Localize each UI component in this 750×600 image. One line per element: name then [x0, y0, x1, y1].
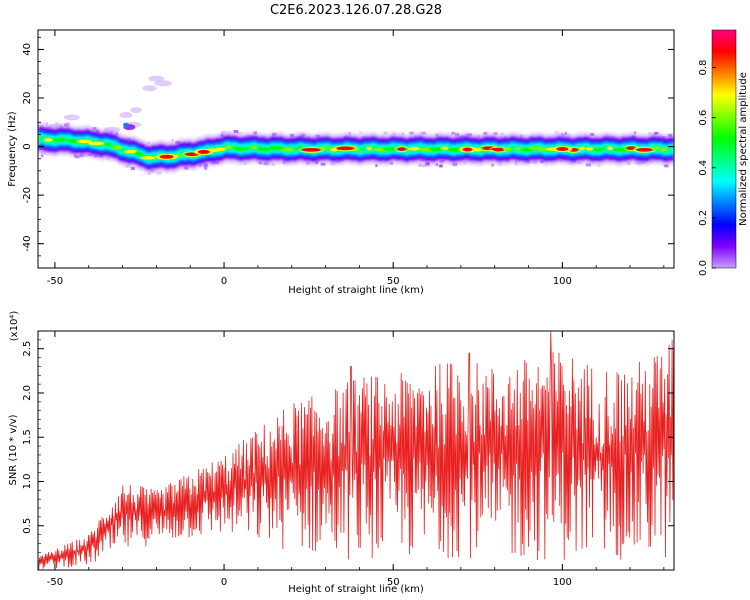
- spectrogram-xtick-label: 0: [221, 276, 227, 287]
- snr-xlabel: Height of straight line (km): [288, 584, 424, 595]
- colorbar-gradient: [711, 29, 737, 269]
- snr-xtick-label: 100: [553, 577, 572, 588]
- colorbar-tick-label: 0.2: [698, 210, 709, 226]
- colorbar-tick-label: 0.0: [698, 260, 709, 276]
- colorbar: 0.0 0.2 0.4 0.6 0.8 Normalized spectral ampl…: [698, 29, 749, 276]
- snr-series-line: [38, 331, 674, 570]
- figure-title: C2E6.2023.126.07.28.G28: [270, 3, 442, 18]
- spectrogram-xlabel: Height of straight line (km): [288, 285, 424, 296]
- snr-panel: -50 0 50 100 0.5 1.0 1.5 2.0 2.5 Height of strai…: [8, 311, 675, 595]
- spectrogram-ytick-label: 0: [22, 143, 33, 149]
- spectrogram-xtick-label: -50: [47, 276, 63, 287]
- colorbar-ticks: 0.0 0.2 0.4 0.6 0.8: [698, 60, 716, 276]
- spectrogram-xtick-label: 50: [387, 276, 400, 287]
- snr-ytick-label: 0.5: [22, 518, 33, 534]
- spectrogram-xtick-label: 100: [553, 276, 572, 287]
- spectrogram-image: [38, 75, 674, 175]
- colorbar-tick-label: 0.8: [698, 60, 709, 76]
- snr-xtick-label: -50: [47, 577, 63, 588]
- snr-ytick-label: 1.5: [22, 429, 33, 445]
- snr-xtick-label: 50: [387, 577, 400, 588]
- spectrogram-ylabel: Frequency (Hz): [7, 111, 18, 187]
- snr-ylabel: SNR (10 * v/v): [8, 414, 19, 485]
- spectrogram-ytick-label: 40: [22, 43, 33, 56]
- spectrogram-ytick-label: 20: [22, 92, 33, 105]
- snr-ytick-label: 2.0: [22, 385, 33, 401]
- snr-ytick-label: 2.5: [22, 341, 33, 357]
- spectrogram-ticks: -50 0 50 100 -40 -20 0 20 40: [22, 30, 674, 287]
- colorbar-tick-label: 0.6: [698, 110, 709, 126]
- spectrogram-ytick-label: -40: [22, 236, 33, 252]
- colorbar-label: Normalized spectral amplitude: [738, 72, 749, 226]
- spectrogram-frame: [37, 29, 675, 269]
- snr-xtick-label: 0: [221, 577, 227, 588]
- spectrogram-panel: -50 0 50 100 -40 -20 0 20 40 Height of straight …: [7, 29, 675, 296]
- colorbar-tick-label: 0.4: [698, 160, 709, 176]
- snr-scale-label: (x10⁴): [9, 311, 20, 342]
- snr-frame: [37, 330, 675, 571]
- spectrogram-ytick-label: -20: [22, 187, 33, 203]
- snr-ytick-label: 1.0: [22, 474, 33, 490]
- snr-ticks: -50 0 50 100 0.5 1.0 1.5 2.0 2.5: [22, 331, 674, 588]
